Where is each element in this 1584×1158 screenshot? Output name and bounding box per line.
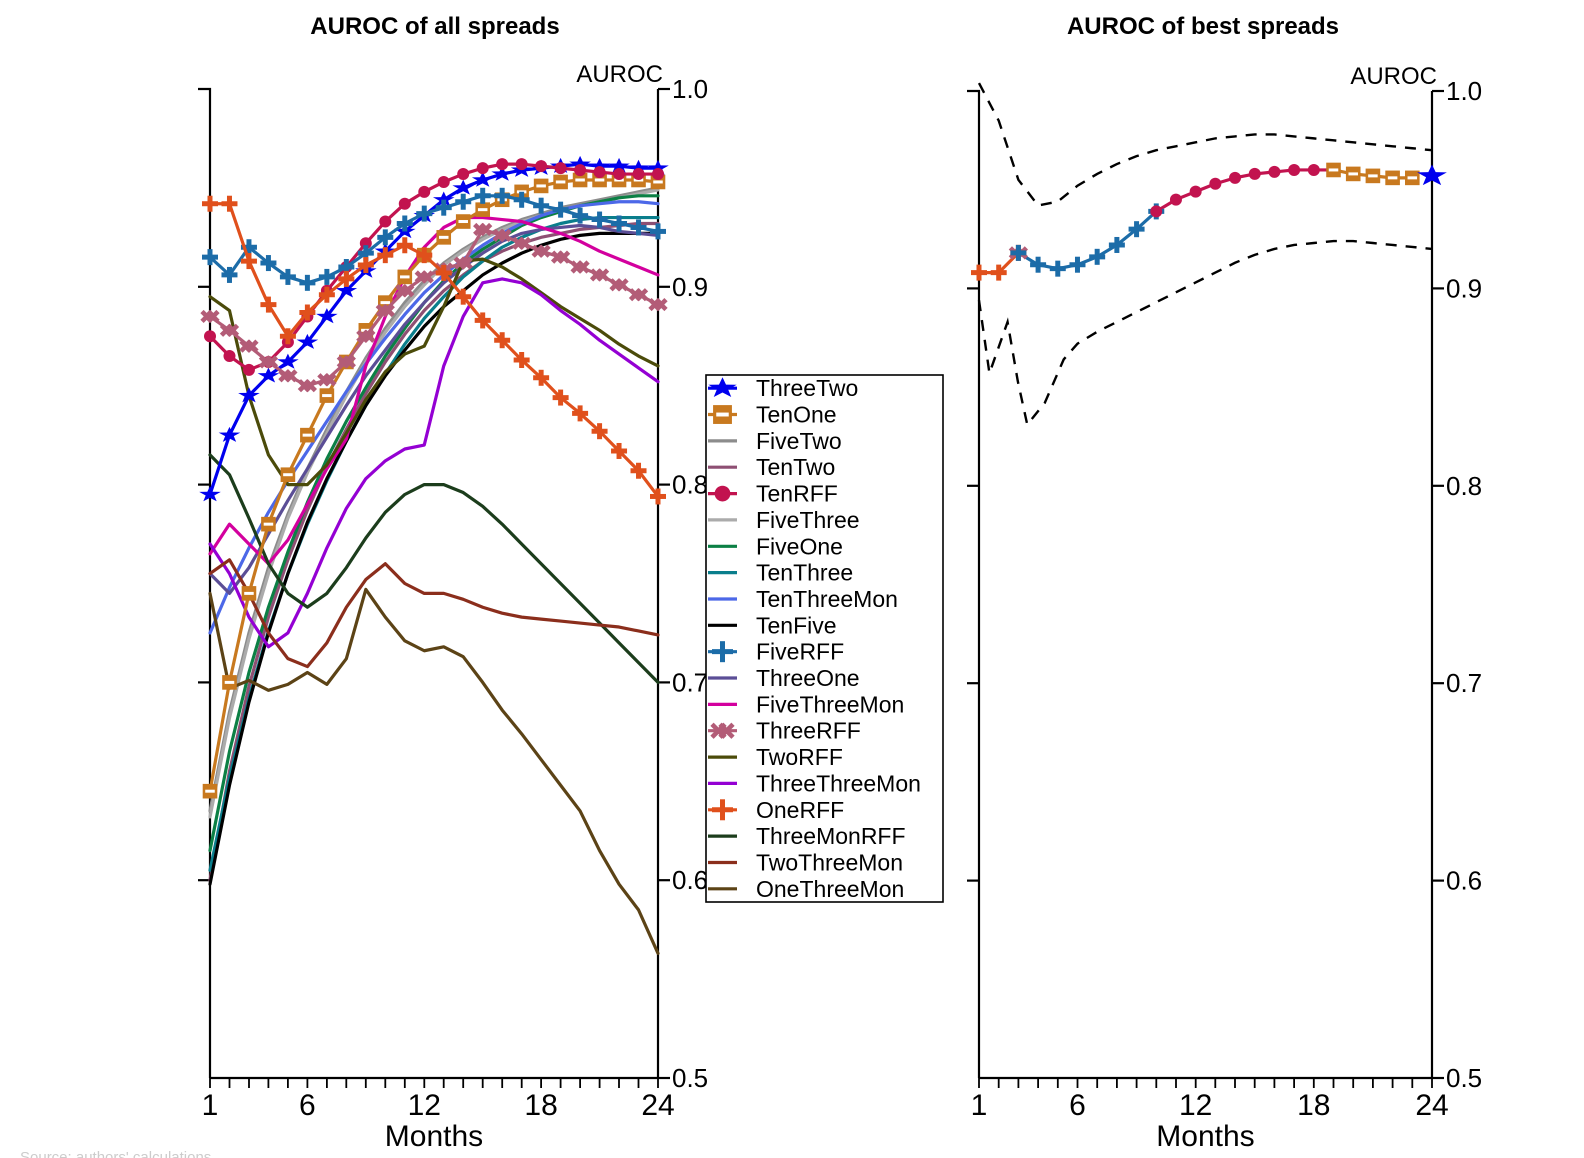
svg-text:24: 24 [1415, 1089, 1448, 1122]
svg-text:AUROC: AUROC [576, 61, 663, 88]
svg-text:TwoThreeMon: TwoThreeMon [756, 850, 903, 876]
svg-text:TenThreeMon: TenThreeMon [756, 586, 898, 612]
svg-text:TwoRFF: TwoRFF [756, 744, 843, 770]
svg-text:Months: Months [385, 1120, 483, 1153]
svg-text:12: 12 [408, 1089, 441, 1122]
svg-text:1: 1 [971, 1089, 988, 1122]
svg-text:0.7: 0.7 [672, 667, 708, 697]
svg-text:0.9: 0.9 [672, 272, 708, 302]
svg-text:ThreeThreeMon: ThreeThreeMon [756, 770, 921, 796]
svg-text:FiveRFF: FiveRFF [756, 639, 844, 665]
svg-text:FiveTwo: FiveTwo [756, 428, 842, 454]
svg-text:6: 6 [299, 1089, 316, 1122]
svg-text:FiveThreeMon: FiveThreeMon [756, 691, 904, 717]
svg-text:1: 1 [202, 1089, 219, 1122]
svg-text:0.6: 0.6 [1446, 866, 1482, 896]
svg-text:6: 6 [1069, 1089, 1086, 1122]
svg-text:12: 12 [1179, 1089, 1212, 1122]
svg-text:ThreeMonRFF: ThreeMonRFF [756, 823, 906, 849]
svg-text:FiveThree: FiveThree [756, 507, 860, 533]
svg-text:18: 18 [1297, 1089, 1330, 1122]
svg-text:AUROC: AUROC [1350, 63, 1437, 90]
svg-text:0.7: 0.7 [1446, 668, 1482, 698]
svg-text:Months: Months [1156, 1120, 1254, 1153]
svg-text:TenRFF: TenRFF [756, 481, 838, 507]
svg-text:OneThreeMon: OneThreeMon [756, 876, 904, 902]
svg-text:AUROC of all spreads: AUROC of all spreads [310, 13, 559, 40]
svg-text:Source: authors' calculations.: Source: authors' calculations. [20, 1149, 215, 1158]
svg-text:TenOne: TenOne [756, 402, 837, 428]
svg-text:ThreeOne: ThreeOne [756, 665, 860, 691]
svg-text:ThreeRFF: ThreeRFF [756, 718, 861, 744]
svg-text:24: 24 [641, 1089, 674, 1122]
svg-text:FiveOne: FiveOne [756, 533, 843, 559]
svg-text:0.8: 0.8 [1446, 471, 1482, 501]
svg-text:1.0: 1.0 [672, 74, 708, 104]
svg-text:18: 18 [524, 1089, 557, 1122]
svg-text:TenFive: TenFive [756, 612, 837, 638]
svg-text:0.5: 0.5 [1446, 1063, 1482, 1093]
svg-text:1.0: 1.0 [1446, 76, 1482, 106]
svg-text:TenThree: TenThree [756, 560, 853, 586]
svg-text:ThreeTwo: ThreeTwo [756, 375, 858, 401]
svg-text:0.5: 0.5 [672, 1063, 708, 1093]
svg-text:TenTwo: TenTwo [756, 454, 835, 480]
svg-text:AUROC of best spreads: AUROC of best spreads [1067, 13, 1339, 40]
svg-text:OneRFF: OneRFF [756, 797, 844, 823]
svg-text:0.8: 0.8 [672, 470, 708, 500]
svg-text:0.6: 0.6 [672, 865, 708, 895]
svg-text:0.9: 0.9 [1446, 273, 1482, 303]
